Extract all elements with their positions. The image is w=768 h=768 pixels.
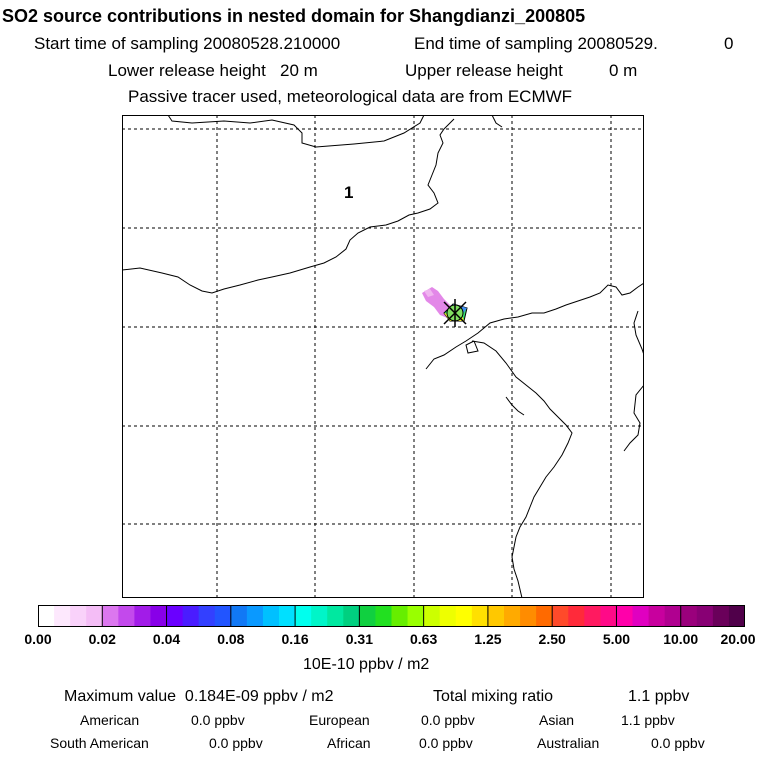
colorbar-cell	[503, 605, 521, 627]
colorbar-cell	[664, 605, 682, 627]
upper-release-height-label: Upper release height	[405, 61, 563, 80]
colorbar-cell	[262, 605, 280, 627]
colorbar-cell	[568, 605, 585, 627]
colorbar-cell	[632, 605, 650, 627]
colorbar-label: 0.00	[24, 631, 52, 647]
colorbar-cell	[246, 605, 264, 627]
colorbar-cell	[86, 605, 103, 627]
asian-label: Asian	[539, 712, 575, 728]
colorbar-cell	[696, 605, 714, 627]
colorbar-cell	[471, 605, 489, 627]
start-time: Start time of sampling 20080528.210000	[34, 34, 341, 53]
european-value: 0.0 ppbv	[421, 712, 475, 728]
page-title: SO2 source contributions in nested domai…	[2, 6, 586, 26]
colorbar-cell	[102, 605, 119, 627]
colorbar-cell	[423, 605, 441, 627]
colorbar-cell	[38, 605, 55, 627]
colorbar-label: 0.04	[152, 631, 181, 647]
african-label: African	[327, 735, 371, 751]
end-time-suffix: 0	[724, 34, 734, 53]
station-marker-icon	[443, 299, 468, 327]
australian-label: Australian	[537, 735, 600, 751]
colorbar-label: 1.25	[474, 631, 502, 647]
coastline-borders	[122, 115, 644, 598]
american-label: American	[80, 712, 140, 728]
tracer-note: Passive tracer used, meteorological data…	[128, 87, 573, 106]
colorbar-cell	[375, 605, 393, 627]
african-value: 0.0 ppbv	[419, 735, 473, 751]
map-grid	[122, 115, 644, 598]
colorbar-cell	[584, 605, 601, 627]
colorbar-cell	[712, 605, 730, 627]
colorbar-label: 20.00	[720, 631, 756, 647]
colorbar-cell	[391, 605, 409, 627]
colorbar-cell	[343, 605, 360, 627]
region-label: 1	[344, 183, 353, 202]
colorbar-cell	[439, 605, 457, 627]
south-american-label: South American	[50, 735, 149, 751]
colorbar-label: 0.31	[345, 631, 373, 647]
colorbar-cell	[327, 605, 344, 627]
colorbar-cell	[118, 605, 136, 627]
colorbar-cell	[279, 605, 296, 627]
colorbar-label: 2.50	[538, 631, 566, 647]
colorbar-cell	[311, 605, 328, 627]
map-panel: 1	[122, 115, 644, 598]
colorbar-cell	[728, 605, 745, 627]
australian-value: 0.0 ppbv	[651, 735, 705, 751]
colorbar-label: 0.08	[217, 631, 245, 647]
colorbar-cell	[230, 605, 248, 627]
max-value: Maximum value 0.184E-09 ppbv / m2	[64, 688, 334, 705]
colorbar-cell	[166, 605, 184, 627]
total-mixing-ratio-value: 1.1 ppbv	[628, 688, 690, 705]
colorbar-cell	[520, 605, 537, 627]
colorbar-cell	[150, 605, 168, 627]
colorbar-cell	[648, 605, 666, 627]
total-mixing-ratio-label: Total mixing ratio	[433, 688, 554, 705]
south-american-value: 0.0 ppbv	[209, 735, 263, 751]
colorbar-label: 5.00	[602, 631, 631, 647]
colorbar-cell	[407, 605, 425, 627]
colorbar-label: 0.02	[88, 631, 116, 647]
colorbar-cell	[70, 605, 87, 627]
colorbar-cell	[198, 605, 216, 627]
colorbar-cell	[600, 605, 618, 627]
colorbar-unit: 10E-10 ppbv / m2	[303, 656, 430, 673]
colorbar-cell	[616, 605, 634, 627]
colorbar	[38, 605, 745, 627]
lower-release-height: Lower release height 20 m	[108, 61, 318, 80]
colorbar-cell	[134, 605, 152, 627]
map-frame	[122, 115, 644, 598]
asian-value: 1.1 ppbv	[621, 712, 675, 728]
colorbar-cell	[295, 605, 312, 627]
end-time: End time of sampling 20080529.	[414, 34, 658, 53]
upper-release-height-value: 0 m	[609, 61, 638, 80]
colorbar-label: 0.63	[410, 631, 438, 647]
american-value: 0.0 ppbv	[191, 712, 245, 728]
colorbar-cell	[54, 605, 71, 627]
colorbar-cell	[487, 605, 505, 627]
colorbar-cell	[359, 605, 377, 627]
colorbar-cell	[455, 605, 473, 627]
european-label: European	[309, 712, 370, 728]
colorbar-cell	[536, 605, 553, 627]
colorbar-label: 10.00	[663, 631, 699, 647]
colorbar-label: 0.16	[281, 631, 309, 647]
colorbar-cell	[680, 605, 698, 627]
colorbar-cell	[552, 605, 569, 627]
colorbar-cell	[182, 605, 200, 627]
colorbar-cell	[214, 605, 232, 627]
